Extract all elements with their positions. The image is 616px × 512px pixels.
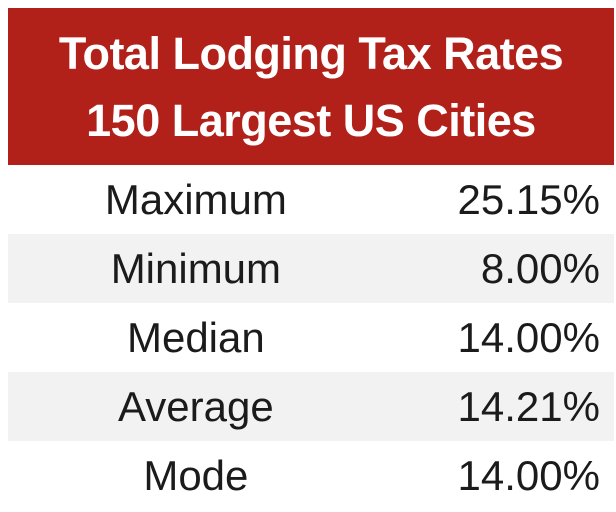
table-row-average: Average 14.21%: [8, 372, 614, 441]
table-header: Total Lodging Tax Rates 150 Largest US C…: [8, 8, 614, 165]
table-row-maximum: Maximum 25.15%: [8, 165, 614, 234]
stat-value: 25.15%: [457, 175, 600, 223]
stat-value: 14.00%: [457, 451, 600, 499]
stat-label: Average: [118, 382, 274, 430]
title-line-2: 150 Largest US Cities: [86, 94, 536, 146]
table-row-minimum: Minimum 8.00%: [8, 234, 614, 303]
stat-value: 14.00%: [457, 313, 600, 361]
table-row-mode: Mode 14.00%: [8, 441, 614, 510]
stat-value: 14.21%: [457, 382, 600, 430]
title-line-1: Total Lodging Tax Rates: [58, 27, 564, 79]
stat-label: Minimum: [110, 244, 282, 292]
stat-label: Maximum: [104, 175, 287, 223]
stat-label: Mode: [143, 451, 249, 499]
stat-value: 8.00%: [480, 244, 600, 292]
stats-table: Maximum 25.15% Minimum 8.00% Median 14.0…: [8, 165, 614, 510]
table-row-median: Median 14.00%: [8, 303, 614, 372]
stat-label: Median: [126, 313, 265, 361]
